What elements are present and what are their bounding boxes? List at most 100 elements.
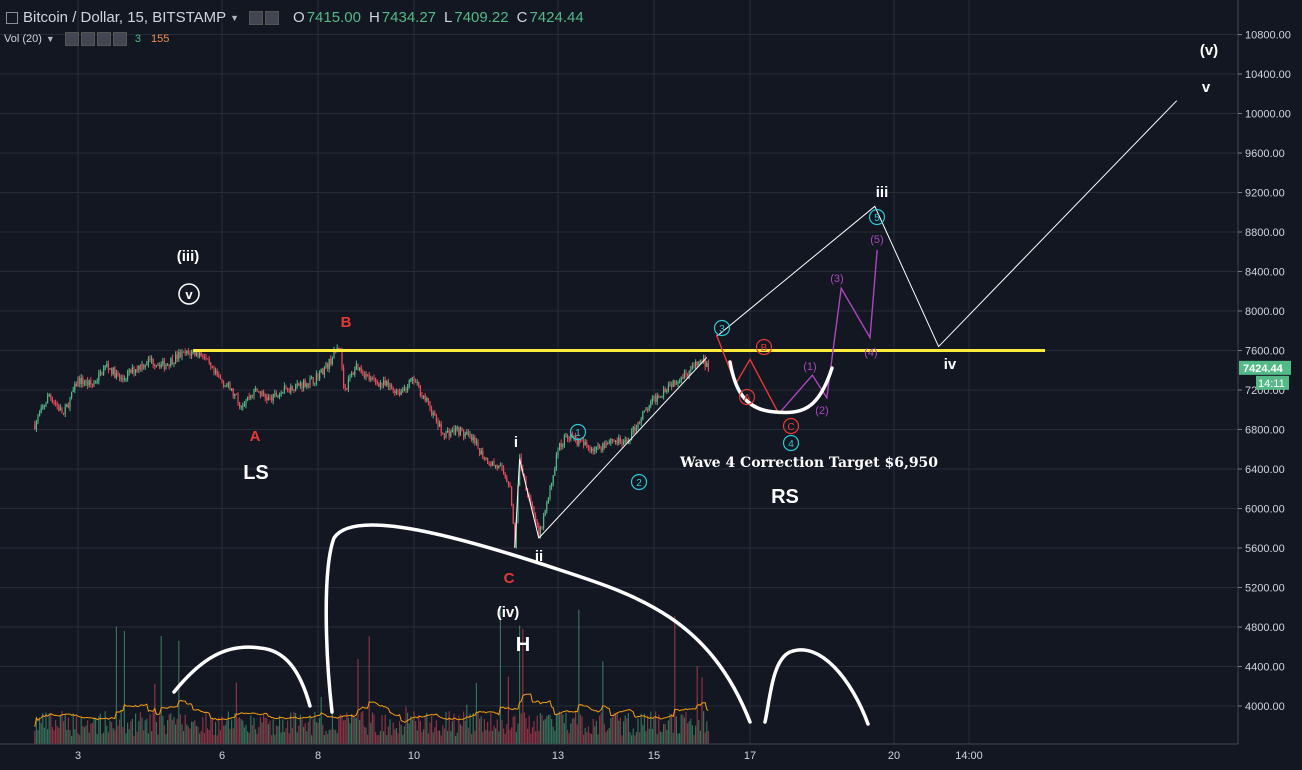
volume-bar — [103, 732, 105, 744]
candle-body — [224, 385, 226, 387]
candle-body — [328, 358, 330, 369]
candle-body — [51, 398, 53, 403]
volume-bar — [536, 715, 538, 744]
candle-body — [213, 368, 215, 373]
candle-body — [309, 378, 311, 386]
candle-body — [290, 386, 292, 393]
candle-body — [392, 388, 394, 391]
volume-bar — [253, 718, 255, 744]
candle-body — [155, 365, 157, 367]
candle-body — [71, 391, 73, 398]
candle-body — [495, 465, 497, 467]
volume-bar — [397, 733, 399, 744]
volume-bar — [311, 735, 313, 744]
candle-body — [677, 381, 679, 384]
volume-bar — [242, 720, 244, 744]
chevron-down-icon[interactable]: ▼ — [230, 12, 240, 23]
volume-bar — [362, 711, 364, 744]
volume-bar — [488, 731, 490, 744]
candle-body — [216, 370, 218, 376]
more-icon[interactable] — [96, 32, 111, 46]
volume-bar — [216, 735, 218, 744]
volume-bar — [399, 721, 401, 744]
volume-bar — [605, 731, 607, 744]
candle-body — [607, 442, 609, 444]
volume-bar — [59, 715, 61, 744]
candle-body — [139, 365, 141, 369]
volume-bar — [72, 713, 74, 744]
candle-body — [451, 428, 453, 433]
candle-body — [271, 397, 273, 401]
candle-body — [675, 383, 677, 385]
candle-body — [410, 380, 412, 382]
time-tick-label: 10 — [408, 750, 420, 762]
volume-bar — [552, 726, 554, 744]
settings-icon[interactable] — [80, 32, 95, 46]
volume-bar — [67, 717, 69, 744]
eye-icon[interactable] — [265, 10, 280, 25]
candle-body — [96, 380, 98, 383]
eye-icon[interactable] — [64, 32, 79, 46]
volume-bar — [247, 731, 249, 744]
volume-bar — [295, 713, 297, 744]
collapse-icon[interactable] — [6, 11, 18, 24]
candle-body — [376, 381, 378, 384]
volume-bar — [451, 721, 453, 744]
close-icon[interactable] — [112, 32, 127, 46]
candle-body — [43, 405, 45, 407]
candle-body — [704, 358, 706, 367]
candle-body — [373, 377, 375, 380]
price-tick-label: 10000.00 — [1245, 109, 1291, 121]
candle-body — [496, 465, 498, 469]
candle-body — [415, 381, 417, 383]
candle-body — [623, 442, 625, 446]
volume-bar — [623, 721, 625, 744]
volume-bar — [562, 714, 564, 744]
volume-bar — [160, 635, 162, 744]
volume-indicator-title[interactable]: Vol (20) — [4, 33, 42, 45]
candle-body — [338, 347, 340, 349]
volume-bar — [655, 711, 657, 744]
volume-bar — [232, 728, 234, 744]
candle-body — [421, 395, 423, 398]
volume-bar — [549, 714, 551, 744]
volume-bar — [535, 731, 537, 744]
label-target: Wave 4 Correction Target $6,950 — [679, 455, 938, 471]
candle-body — [429, 401, 431, 410]
candle-body — [93, 382, 95, 386]
candle-body — [227, 383, 229, 386]
volume-bar — [285, 728, 287, 744]
candle-body — [247, 396, 249, 401]
candle-body — [493, 461, 495, 466]
candle-body — [330, 358, 332, 364]
volume-bar — [519, 625, 521, 744]
candle-body — [274, 393, 276, 395]
candle-body — [245, 400, 247, 405]
volume-bar — [202, 717, 204, 744]
candle-body — [242, 406, 244, 408]
candle-body — [637, 422, 639, 428]
volume-bar — [515, 732, 517, 744]
settings-icon[interactable] — [249, 10, 264, 25]
volume-bar — [499, 608, 501, 744]
chevron-down-icon[interactable]: ▼ — [45, 34, 55, 44]
volume-bar — [165, 734, 167, 744]
symbol-title[interactable]: Bitcoin / Dollar, 15, BITSTAMP — [23, 9, 227, 26]
volume-bar — [543, 720, 545, 744]
candle-body — [304, 380, 306, 388]
volume-bar — [256, 733, 258, 744]
candle-body — [472, 437, 474, 441]
price-tick-label: 4400.00 — [1245, 662, 1285, 674]
candle-body — [125, 378, 127, 380]
price-tick-label: 6000.00 — [1245, 504, 1285, 516]
candle-body — [357, 363, 359, 370]
candle-body — [659, 396, 661, 398]
candle-body — [293, 389, 295, 391]
candle-body — [626, 439, 628, 442]
volume-bar — [647, 715, 649, 744]
candle-body — [283, 385, 285, 392]
volume-bar — [405, 706, 407, 744]
candle-body — [573, 435, 575, 438]
